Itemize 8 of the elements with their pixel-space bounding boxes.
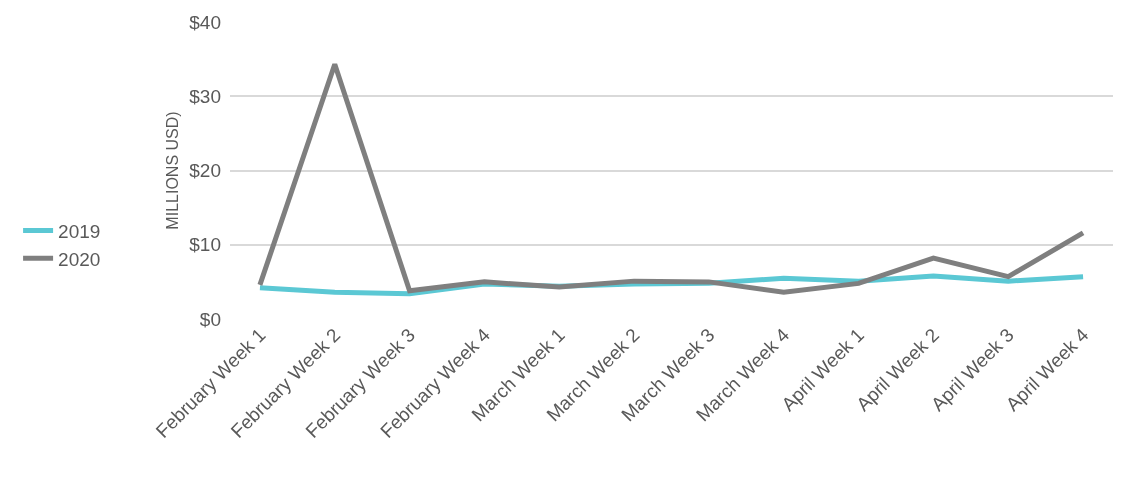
y-axis-title: MILLIONS USD) (164, 111, 182, 230)
y-tick-label: $20 (189, 160, 221, 182)
legend-label: 2019 (58, 221, 101, 243)
y-tick-label: $30 (189, 85, 221, 107)
legend-label: 2020 (58, 248, 101, 270)
y-tick-label: $0 (199, 308, 221, 330)
y-tick-label: $10 (189, 234, 221, 256)
y-tick-label: $40 (189, 11, 221, 33)
